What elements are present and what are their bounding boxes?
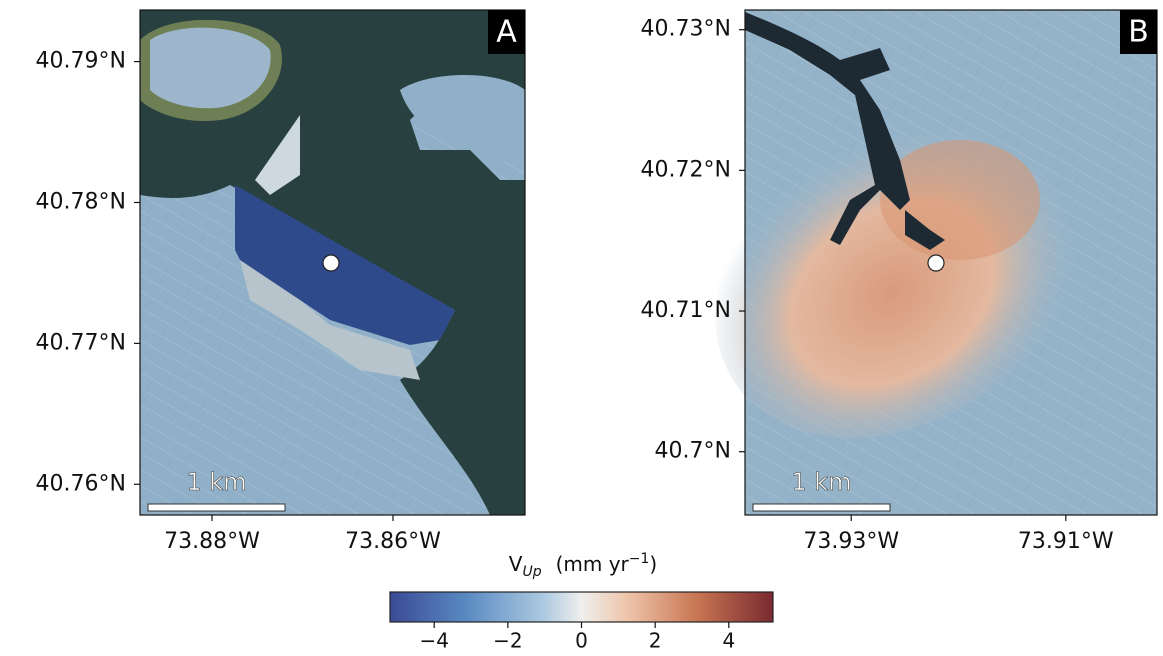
y-tick-label: 40.73°N: [641, 17, 731, 42]
colorbar-tick-label: 0: [575, 629, 588, 653]
colorbar-tick-label: −2: [493, 629, 522, 653]
site-marker: [928, 255, 944, 271]
colorbar-unit-close: ): [649, 552, 657, 576]
panel-letter: A: [496, 15, 517, 50]
colorbar-tick-label: −4: [419, 629, 448, 653]
colorbar-subscript: Up: [522, 564, 541, 580]
y-tick-label: 40.79°N: [36, 49, 126, 74]
scale-bar: [753, 504, 890, 511]
site-marker: [323, 255, 339, 271]
y-tick-label: 40.71°N: [641, 298, 731, 323]
x-tick-label: 73.86°W: [345, 529, 441, 554]
scale-bar-label: 1 km: [186, 468, 246, 496]
colorbar-unit: (mm yr: [556, 552, 630, 576]
x-tick-label: 73.91°W: [1018, 529, 1114, 554]
colorbar: [390, 592, 773, 622]
x-tick-label: 73.93°W: [803, 529, 899, 554]
colorbar-symbol: V: [509, 552, 523, 576]
y-tick-label: 40.76°N: [36, 471, 126, 496]
figure: VUp (mm yr−1) 1 km A 40.79°N 40.78°N 40.77°N 4…: [0, 0, 1163, 652]
panel-letter: B: [1128, 15, 1149, 50]
colorbar-label: VUp (mm yr−1): [509, 551, 657, 580]
y-tick-label: 40.77°N: [36, 330, 126, 355]
scale-bar-label: 1 km: [791, 468, 851, 496]
colorbar-exponent: −1: [629, 551, 650, 567]
scale-bar: [148, 504, 285, 511]
y-tick-label: 40.72°N: [641, 157, 731, 182]
colorbar-tick-label: 4: [722, 629, 735, 653]
y-tick-label: 40.78°N: [36, 189, 126, 214]
colorbar-tick-label: 2: [649, 629, 662, 653]
y-tick-label: 40.7°N: [655, 439, 731, 464]
x-tick-label: 73.88°W: [164, 529, 260, 554]
